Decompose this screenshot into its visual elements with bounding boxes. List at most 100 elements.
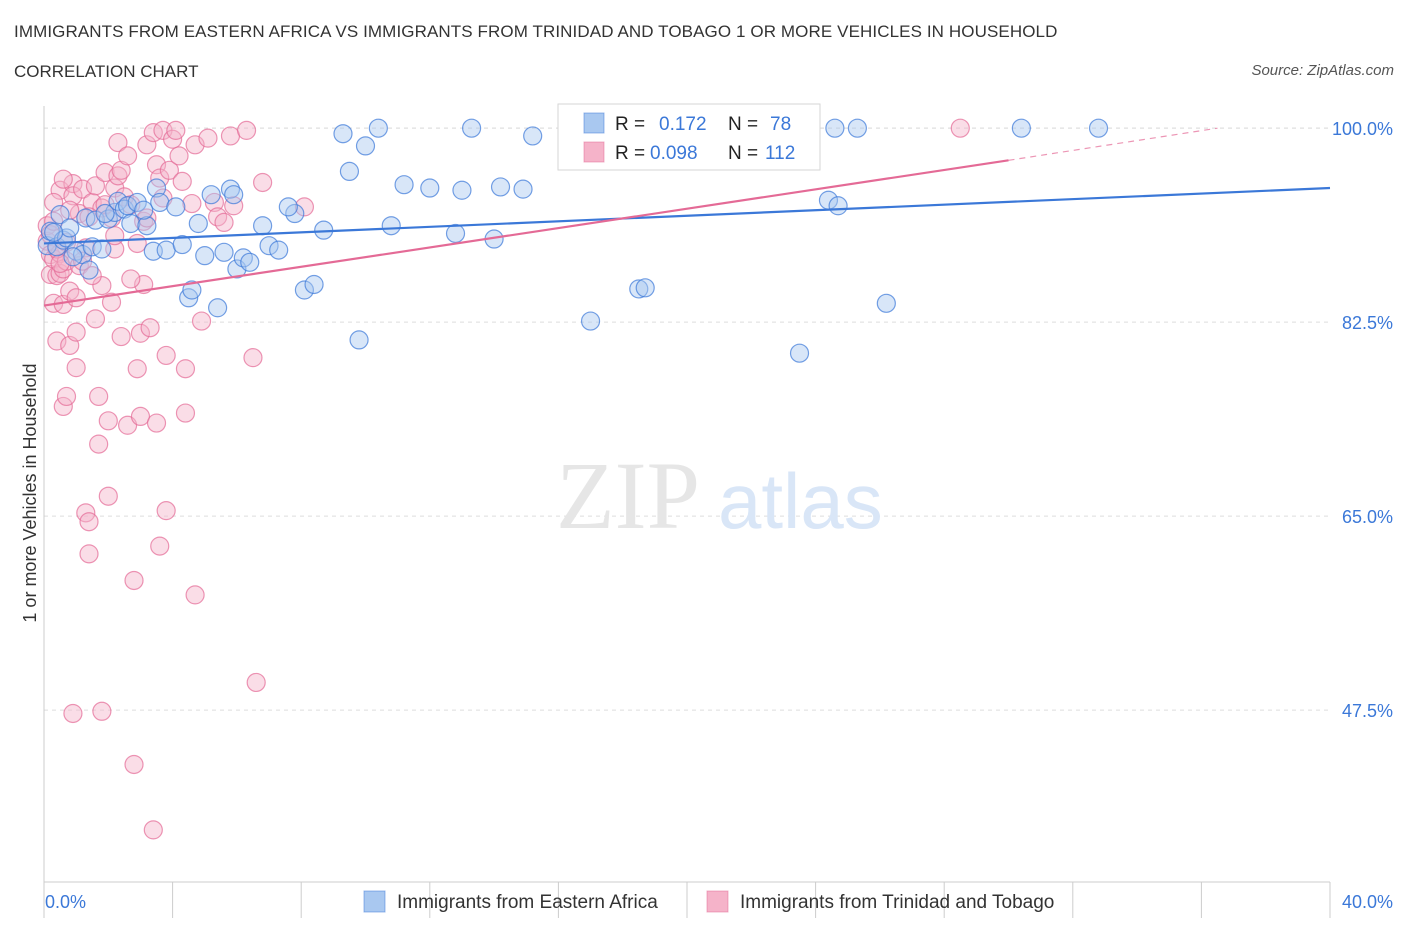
data-point-eastern-africa (349, 330, 369, 350)
data-point-eastern-africa (50, 205, 70, 225)
y-tick-label: 47.5% (1342, 701, 1393, 721)
data-point-trinidad (56, 386, 77, 407)
data-point-trinidad (124, 754, 144, 775)
data-point-eastern-africa (188, 213, 208, 234)
data-point-trinidad (66, 288, 86, 308)
data-point-eastern-africa (201, 185, 221, 205)
y-tick-label: 100.0% (1332, 119, 1393, 139)
data-point-trinidad (182, 193, 202, 214)
x-tick-label-max: 40.0% (1342, 892, 1393, 912)
data-point-trinidad (127, 233, 147, 254)
data-point-eastern-africa (92, 239, 112, 259)
data-point-eastern-africa (182, 280, 202, 300)
data-point-trinidad (117, 146, 138, 166)
data-point-eastern-africa (333, 124, 353, 144)
data-point-eastern-africa (523, 126, 543, 146)
y-tick-label: 65.0% (1342, 507, 1393, 527)
data-point-eastern-africa (208, 298, 228, 318)
data-point-trinidad (92, 275, 112, 296)
trend-line-trinidad (43, 159, 1009, 307)
source-credit: Source: ZipAtlas.com (1251, 62, 1394, 79)
data-point-trinidad (294, 197, 315, 217)
legend-r-label-pink: R = (615, 143, 645, 164)
data-point-eastern-africa (127, 192, 147, 213)
data-point-trinidad (172, 171, 192, 191)
data-point-trinidad (79, 544, 99, 564)
x-ticks (43, 882, 1331, 918)
data-point-trinidad (253, 172, 273, 193)
data-point-trinidad (82, 266, 102, 286)
data-point-eastern-africa (253, 216, 273, 236)
watermark-atlas: atlas (718, 457, 883, 545)
data-point-trinidad (47, 331, 67, 351)
data-point-eastern-africa (825, 118, 845, 138)
data-point-eastern-africa (420, 178, 440, 198)
data-point-trinidad (85, 309, 106, 329)
data-point-eastern-africa (304, 274, 324, 295)
trend-line-trinidad-extension (1008, 127, 1218, 161)
y-tick-label: 82.5% (1342, 313, 1393, 333)
legend-n-label-pink: N = (728, 143, 758, 164)
data-point-eastern-africa (166, 197, 186, 217)
data-point-trinidad (108, 132, 128, 153)
data-point-eastern-africa (95, 203, 115, 224)
data-point-eastern-africa (179, 288, 199, 308)
data-point-eastern-africa (214, 242, 234, 262)
data-point-eastern-africa (629, 279, 649, 299)
data-point-eastern-africa (137, 216, 157, 236)
data-point-trinidad (156, 501, 176, 521)
data-point-trinidad (166, 120, 186, 140)
data-point-eastern-africa (1088, 118, 1109, 138)
legend-n-value-pink: 112 (765, 143, 795, 164)
data-point-trinidad (198, 128, 218, 148)
trend-line-eastern-africa (43, 186, 1331, 245)
data-point-trinidad (98, 411, 118, 431)
data-point-eastern-africa (156, 240, 176, 260)
data-point-trinidad (220, 126, 241, 146)
data-point-trinidad (108, 166, 128, 186)
data-point-eastern-africa (195, 246, 215, 266)
data-point-trinidad (121, 269, 141, 289)
data-point-trinidad (950, 118, 970, 138)
data-point-trinidad (89, 434, 109, 454)
data-point-trinidad (92, 701, 112, 721)
data-point-trinidad (127, 359, 147, 379)
data-point-trinidad (101, 292, 122, 312)
data-point-trinidad (224, 196, 244, 216)
data-point-trinidad (111, 326, 131, 347)
data-point-trinidad (236, 120, 257, 140)
data-point-trinidad (66, 322, 86, 342)
legend-n-value-blue: 78 (770, 114, 791, 135)
data-point-trinidad (150, 536, 170, 556)
data-point-eastern-africa (224, 185, 244, 205)
data-point-eastern-africa (445, 223, 466, 244)
data-point-trinidad (175, 403, 196, 423)
data-point-eastern-africa (452, 180, 472, 200)
y-axis-label: 1 or more Vehicles in Household (20, 363, 40, 622)
y-tick-labels: 47.5% 65.0% 82.5% 100.0% (1332, 119, 1393, 721)
data-point-eastern-africa (146, 178, 167, 198)
data-point-eastern-africa (580, 311, 601, 331)
data-point-trinidad (137, 135, 157, 155)
bottom-legend: Immigrants from Eastern Africa Immigrant… (363, 890, 1054, 913)
watermark-zip: ZIP (556, 442, 700, 549)
data-point-trinidad (185, 585, 205, 605)
data-point-eastern-africa (635, 278, 655, 298)
legend-r-value-blue: 0.172 (659, 114, 707, 135)
chart-subtitle: CORRELATION CHART (14, 62, 199, 81)
data-point-eastern-africa (394, 175, 414, 195)
data-point-eastern-africa (108, 191, 128, 211)
data-point-eastern-africa (876, 293, 896, 313)
data-point-eastern-africa (63, 247, 83, 267)
data-point-trinidad (243, 348, 263, 368)
chart-title: IMMIGRANTS FROM EASTERN AFRICA VS IMMIGR… (14, 22, 1058, 41)
data-point-trinidad (156, 345, 176, 366)
x-tick-label-min: 0.0% (45, 892, 86, 912)
data-point-trinidad (89, 386, 109, 407)
data-point-eastern-africa (134, 200, 154, 220)
data-point-trinidad (85, 176, 106, 196)
data-point-trinidad (53, 169, 73, 189)
bottom-legend-label-blue: Immigrants from Eastern Africa (397, 892, 658, 913)
data-point-eastern-africa (44, 222, 64, 242)
data-point-eastern-africa (240, 252, 260, 272)
